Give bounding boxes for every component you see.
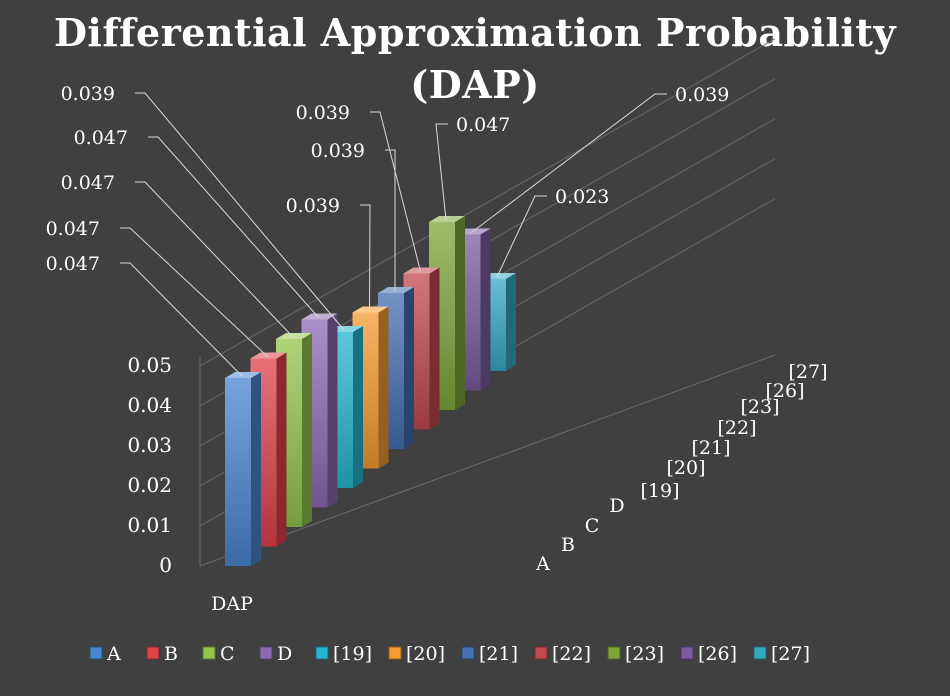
legend-label: [21] [479,643,518,665]
legend-swatch-26 [680,646,694,660]
data-label-leader [435,123,448,221]
y-tick-label: 0.01 [127,513,172,537]
x-category-label: DAP [211,593,253,615]
bar-side-B [276,352,287,547]
gridline-5 [199,38,776,367]
data-label: 0.023 [555,186,609,208]
data-label-leader [148,136,319,318]
bar-A [225,378,251,566]
depth-axis-label: B [561,534,575,556]
data-label: 0.039 [296,102,350,124]
depth-axis-label: C [585,515,600,537]
legend-label: [20] [406,643,445,665]
bar-side-23 [455,216,465,410]
legend-label: [19] [333,643,372,665]
data-label: 0.047 [61,172,115,194]
bar-side-C [302,333,312,527]
depth-axis-label: [26] [765,380,804,402]
legend-label: [26] [698,643,737,665]
legend-label: C [220,643,235,665]
data-label-leader [360,204,371,311]
data-label-leader [135,181,294,338]
legend-swatch-22 [534,646,548,660]
bar-top-C [276,333,312,339]
bar-top-23 [429,216,465,222]
depth-axis-label: [23] [740,396,779,418]
legend-swatch-B [146,646,160,660]
legend-label: [22] [552,643,591,665]
data-label-leader [496,195,547,278]
bar-top-21 [378,287,414,293]
bar-top-D [301,313,338,320]
floor-edge [199,354,776,567]
legend-label: [23] [625,643,664,665]
data-label-leader [135,92,345,331]
bar-side-21 [404,287,414,449]
depth-axis-label: [19] [640,480,679,502]
bar-side-27 [506,273,516,371]
data-label: 0.047 [456,114,510,136]
data-label-leader [120,262,243,377]
legend-swatch-D [259,646,273,660]
y-tick-label: 0.03 [127,433,172,457]
data-label: 0.047 [46,218,100,240]
bar-top-22 [403,267,440,274]
depth-axis-label: [22] [717,417,756,439]
depth-axis-label: [20] [666,457,705,479]
legend-label: B [164,643,178,665]
y-tick-label: 0 [159,553,172,577]
data-label: 0.039 [61,83,115,105]
data-label: 0.039 [311,140,365,162]
y-tick-label: 0.05 [127,353,172,377]
chart-title: Differential Approximation Probability [53,10,897,55]
depth-axis-label: A [535,553,550,575]
bar-top-A [225,372,261,378]
data-label: 0.039 [675,84,729,106]
bar-side-20 [378,306,389,469]
y-tick-label: 0.04 [127,393,172,417]
legend-swatch-20 [388,646,402,660]
legend-label: [27] [771,643,810,665]
legend-swatch-19 [315,646,329,660]
chart-subtitle: (DAP) [410,62,540,107]
bar-top-20 [352,306,389,313]
depth-axis-label: D [609,495,624,517]
legend-swatch-A [89,646,103,660]
data-label-leader [385,149,396,291]
data-label: 0.039 [286,195,340,217]
y-tick-label: 0.02 [127,473,172,497]
legend-label: D [277,643,292,665]
legend-swatch-27 [753,646,767,660]
legend-swatch-21 [461,646,475,660]
legend-label: A [106,643,121,665]
data-label-leader [370,111,421,272]
bar-side-D [327,313,338,508]
depth-axis-label: [21] [691,437,730,459]
legend-swatch-C [202,646,216,660]
legend-swatch-23 [607,646,621,660]
depth-axis-label: [27] [788,361,827,383]
bar-top-B [250,352,287,359]
bar-side-19 [353,326,363,488]
data-label-leader [120,227,268,357]
data-label: 0.047 [74,127,128,149]
data-label-leader [471,93,667,233]
bar-side-A [251,372,261,566]
bar-side-22 [429,267,440,430]
data-label: 0.047 [46,253,100,275]
bar-side-26 [480,228,491,391]
